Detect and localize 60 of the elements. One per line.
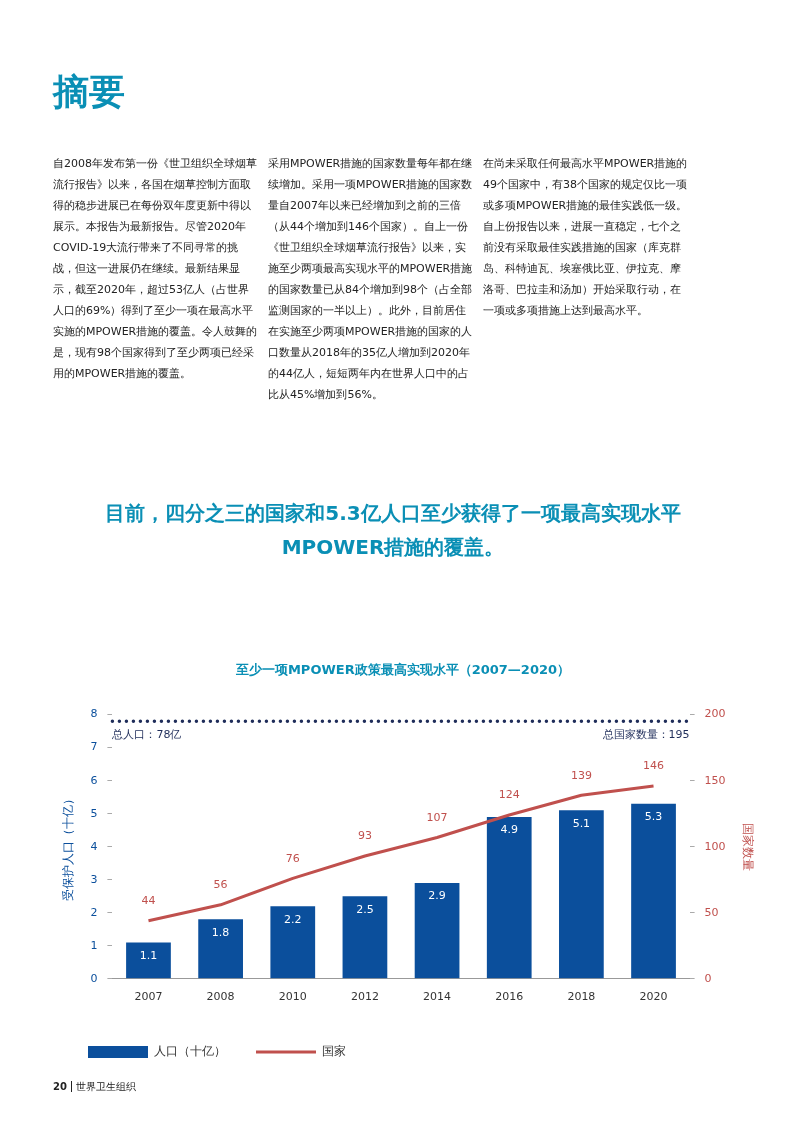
legend-label: 人口（十亿） <box>154 1044 226 1059</box>
chart-title: 至少一项MPOWER政策最高实现水平（2007—2020） <box>234 661 572 679</box>
bar <box>126 942 171 979</box>
y2-tick-label: 50 <box>704 905 719 919</box>
data-label: 139 <box>570 768 592 782</box>
y-tick-label: 3 <box>90 872 98 886</box>
data-label: 2.2 <box>284 912 302 926</box>
y2-tick-label: 0 <box>704 971 712 985</box>
data-label: 1.1 <box>139 948 158 962</box>
y2-axis-title: 国家数量 <box>740 822 755 871</box>
y2-tick-label: 100 <box>704 839 726 853</box>
text: 20 <box>53 1081 67 1092</box>
y2-tick-label: 150 <box>704 773 726 787</box>
data-label: 124 <box>498 788 520 802</box>
data-label: 56 <box>213 878 228 892</box>
x-tick-label: 2020 <box>639 990 668 1004</box>
y-tick-label: 5 <box>90 806 98 820</box>
data-label: 93 <box>357 829 372 843</box>
bar <box>270 906 316 979</box>
text: 目前，四分之三的国家和5.3亿人口至少获得了一项最高实现水平MPOWER措施的覆盖。 <box>104 500 682 561</box>
bar <box>559 810 604 979</box>
data-label: 76 <box>285 851 300 865</box>
text: 摘要 <box>53 70 125 114</box>
data-label: 4.9 <box>500 823 518 837</box>
bar <box>342 896 388 979</box>
y-tick-label: 8 <box>90 707 98 721</box>
x-tick-label: 2016 <box>495 990 524 1004</box>
bar <box>631 803 676 979</box>
y-tick-label: 4 <box>90 839 98 853</box>
bar <box>414 883 460 979</box>
y-axis-title: 受保护人口（十亿） <box>61 792 76 901</box>
text: 世界卫生组织 <box>70 1081 136 1092</box>
data-label: 5.3 <box>644 810 663 824</box>
annotation: 总国家数量：195 <box>601 727 690 741</box>
text: 自2008年发布第一份《世卫组织全球烟草流行报告》以来，各国在烟草控制方面取得的稳步进展已在每份双年度更新中得以展示。本报告为最新报告。尽管2020年COVID-19大流行带来了不同寻常的挑战，但这一进展仍在继续。最新结果显示，截至2020年，超过53亿人（占世界人口的69%）得到了至少一项在最高水平实施的MPOWER措施的覆盖。令人鼓舞的是，现有98个国家得到了至少两项已经采用的MPOWER措施的覆盖。 <box>53 157 258 380</box>
x-tick-label: 2007 <box>134 990 163 1004</box>
x-tick-label: 2014 <box>423 990 452 1004</box>
data-label: 5.1 <box>572 816 591 830</box>
data-label: 44 <box>141 894 156 908</box>
y2-tick-label: 200 <box>704 707 726 721</box>
y-tick-label: 2 <box>90 905 98 919</box>
y-tick-label: 1 <box>90 938 98 952</box>
x-tick-label: 2010 <box>278 990 307 1004</box>
bar <box>486 816 532 979</box>
x-tick-label: 2012 <box>350 990 379 1004</box>
data-label: 2.5 <box>356 902 374 916</box>
y-tick-label: 7 <box>90 740 98 754</box>
data-label: 1.8 <box>211 925 230 939</box>
text: 采用MPOWER措施的国家数量每年都在继续增加。采用一项MPOWER措施的国家数量自2007年以来已经增加到之前的三倍（从44个增加到146个国家）。自上一份《世卫组织全球烟草流行报告》以来，实施至少两项最高实现水平的MPOWER措施的国家数量已从84个增加到98个（占全部监测国家的一半以上）。此外，目前居住在实施至少两项MPOWER措施的国家的人口数量从2018年的35亿人增加到2020年的44亿人，短短两年内在世界人口中的占比从45%增加到56%。 <box>268 157 473 401</box>
data-label: 107 <box>426 810 448 824</box>
y-tick-label: 0 <box>90 971 98 985</box>
legend-label: 国家 <box>322 1044 346 1059</box>
x-tick-label: 2018 <box>567 990 596 1004</box>
data-label: 2.9 <box>428 889 446 903</box>
data-label: 146 <box>643 759 665 773</box>
ref-line-label: 总人口：78亿 <box>111 727 182 741</box>
x-tick-label: 2008 <box>206 990 235 1004</box>
y-tick-label: 6 <box>90 773 98 787</box>
text: 在尚未采取任何最高水平MPOWER措施的49个国家中，有38个国家的规定仅比一项或多项MPOWER措施的最佳实践低一级。自上份报告以来，进展一直稳定，七个之前没有采取最佳实践措施的国家（库克群岛、科特迪瓦、埃塞俄比亚、伊拉克、摩洛哥、巴拉圭和汤加）开始采取行动，在一项或多项措施上达到最高水平。 <box>483 156 688 319</box>
bar <box>198 919 243 979</box>
